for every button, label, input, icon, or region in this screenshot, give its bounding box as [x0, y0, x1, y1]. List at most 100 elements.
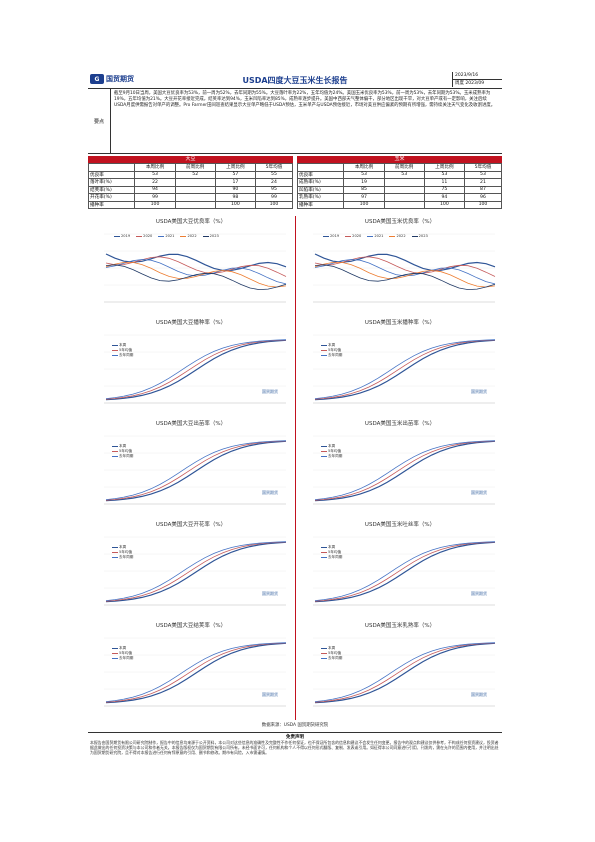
soy-cell: 17: [214, 178, 256, 187]
legend-item: 去年同期: [112, 454, 133, 459]
legend-label: 本周: [119, 646, 127, 650]
series-line: [105, 440, 287, 500]
legend-label: 2021: [374, 234, 384, 238]
legend-swatch: [112, 652, 118, 654]
chart-legend: 本周 5年均值 去年同期: [112, 646, 133, 661]
soy-cell: 55: [254, 170, 294, 179]
progress-chart: USDA美国大豆开花率（%） 本周 5年均值 去年同期 国贸期货: [90, 519, 292, 615]
soy-col-header: [87, 163, 136, 172]
legend-label: 5年均值: [328, 651, 342, 655]
chart-legend: 2019 2020 2021 2022 2023: [323, 234, 428, 238]
legend-swatch: [112, 445, 118, 447]
report-header: G 国贸期货 USDA四度大豆玉米生长报告 2023/9/16 周度 2023/…: [88, 72, 502, 89]
corn-cell: 100: [343, 200, 385, 209]
legend-swatch: [411, 235, 418, 237]
legend-label: 5年均值: [119, 550, 133, 554]
summary-text: 截至9月10日当周，美国大豆优良率为53%，前一周为52%，去年同期为55%。大…: [114, 91, 496, 109]
report-title: USDA四度大豆玉米生长报告: [242, 76, 348, 85]
legend-item: 5年均值: [112, 550, 133, 555]
soy-row: 落叶率(%) 22 17 24: [87, 178, 294, 187]
soy-table-heading: 大豆: [88, 156, 293, 163]
series-line: [105, 541, 287, 601]
soy-row: 优良率 53 52 57 55: [87, 170, 294, 179]
legend-swatch: [112, 450, 118, 452]
report-date: 2023/9/16: [452, 72, 502, 79]
corn-row: 成熟率(%) 19 11 21: [296, 178, 503, 187]
series-line: [314, 440, 496, 501]
soy-cell: [174, 178, 216, 187]
legend-swatch: [180, 235, 187, 237]
series-line: [105, 339, 287, 401]
chart-title: USDA美国玉米优良率（%）: [364, 219, 436, 225]
series-line: [105, 541, 287, 602]
legend-item: 5年均值: [321, 449, 342, 454]
corn-cell: 乳熟率(%): [296, 193, 345, 202]
series-line: [105, 259, 287, 285]
progress-chart: USDA美国玉米吐丝率（%） 本周 5年均值 去年同期 国贸期货: [299, 519, 501, 615]
legend-label: 2020: [352, 234, 362, 238]
watermark: 国贸期货: [262, 591, 278, 596]
series-line: [314, 642, 496, 704]
chart-plot: [313, 233, 496, 303]
chart-title: USDA美国大豆结荚率（%）: [155, 623, 227, 629]
column-divider: [295, 216, 296, 720]
legend-label: 2022: [396, 234, 406, 238]
legend-swatch: [321, 344, 327, 346]
corn-cell: [383, 193, 425, 202]
series-line: [314, 339, 496, 401]
legend-swatch: [136, 235, 143, 237]
soy-cell: 开花率(%): [87, 193, 136, 202]
watermark: 国贸期货: [262, 490, 278, 495]
legend-swatch: [114, 235, 120, 237]
corn-cell: 100: [423, 200, 465, 209]
report-period: 周度 2023/09: [452, 79, 502, 87]
corn-cell: 53: [463, 170, 503, 179]
series-line: [314, 541, 496, 602]
legend-item: 5年均值: [112, 651, 133, 656]
soy-cell: 100: [214, 200, 256, 209]
soy-cell: 52: [174, 170, 216, 179]
legend-item: 本周: [321, 444, 342, 449]
corn-cell: 凹陷率(%): [296, 185, 345, 194]
soy-cell: 22: [134, 178, 176, 187]
legend-swatch: [321, 354, 327, 356]
legend-swatch: [112, 546, 118, 548]
legend-item: 本周: [112, 444, 133, 449]
legend-item: 本周: [321, 343, 342, 348]
legend-item: 2022: [180, 234, 197, 238]
corn-cell: 96: [463, 193, 503, 202]
chart-plot: [104, 233, 287, 303]
legend-item: 2022: [389, 234, 406, 238]
chart-legend: 本周 5年均值 去年同期: [112, 444, 133, 459]
legend-label: 2019: [121, 234, 131, 238]
series-line: [105, 339, 287, 400]
corn-cell: [383, 185, 425, 194]
legend-item: 2021: [367, 234, 383, 238]
legend-swatch: [321, 450, 327, 452]
watermark: 国贸期货: [471, 591, 487, 596]
soy-cell: 53: [134, 170, 176, 179]
soy-row: 结荚率(%) 94 90 95: [87, 185, 294, 194]
soy-cell: 99: [134, 193, 176, 202]
chart-legend: 本周 5年均值 去年同期: [321, 646, 342, 661]
soy-cell: 99: [254, 193, 294, 202]
legend-label: 去年同期: [119, 555, 134, 559]
soy-cell: 24: [254, 178, 294, 187]
series-line: [314, 339, 496, 400]
corn-col-header: 本周比例: [343, 163, 385, 172]
legend-item: 2019: [323, 234, 339, 238]
chart-title: USDA美国大豆开花率（%）: [155, 522, 227, 528]
legend-label: 2023: [418, 234, 428, 238]
soy-cell: 57: [214, 170, 256, 179]
legend-label: 去年同期: [328, 454, 343, 458]
corn-cell: 97: [343, 193, 385, 202]
series-line: [314, 642, 496, 702]
legend-swatch: [112, 556, 118, 558]
corn-cell: 53: [343, 170, 385, 179]
watermark: 国贸期货: [262, 389, 278, 394]
corn-cell: [383, 178, 425, 187]
legend-label: 本周: [328, 444, 336, 448]
legend-swatch: [112, 349, 118, 351]
corn-cell: 成熟率(%): [296, 178, 345, 187]
legend-item: 5年均值: [112, 348, 133, 353]
